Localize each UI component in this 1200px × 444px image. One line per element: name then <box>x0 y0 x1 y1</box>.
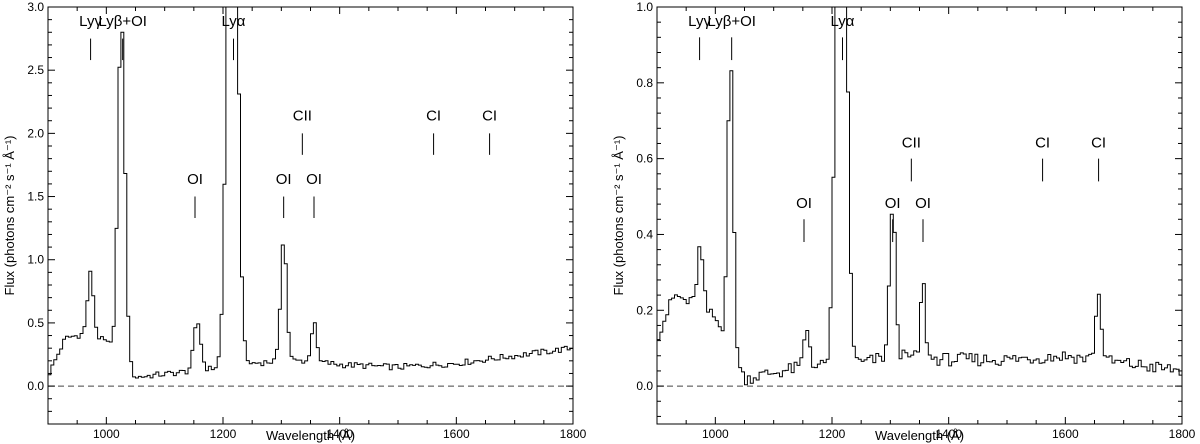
line-label: OI <box>796 195 812 212</box>
line-label: Lyα <box>831 13 855 30</box>
y-tick-label: 2.0 <box>27 126 44 140</box>
x-tick-label: 1200 <box>819 427 846 441</box>
line-label: CII <box>293 108 312 125</box>
y-axis-label: Flux (photons cm⁻² s⁻¹ Å⁻¹) <box>2 136 17 296</box>
x-axis-label: Wavelength (Å) <box>875 428 964 443</box>
y-tick-label: 1.0 <box>27 253 44 267</box>
line-label: OI <box>187 171 203 188</box>
line-label: CI <box>482 108 497 125</box>
y-tick-label: 0.0 <box>636 379 653 393</box>
x-tick-label: 1600 <box>443 427 470 441</box>
x-tick-label: 1000 <box>93 427 120 441</box>
y-tick-label: 0.2 <box>636 303 653 317</box>
x-tick-label: 1600 <box>1052 427 1079 441</box>
plot-frame <box>656 6 1183 425</box>
line-label: OI <box>276 171 292 188</box>
y-tick-label: 0.4 <box>636 227 653 241</box>
x-tick-label: 1800 <box>1169 427 1196 441</box>
line-label: Lyβ+OI <box>707 13 756 30</box>
line-label: CI <box>1091 134 1106 151</box>
x-tick-label: 1800 <box>560 427 587 441</box>
x-axis-label: Wavelength (Å) <box>266 428 355 443</box>
line-label: CI <box>1035 134 1050 151</box>
y-tick-label: 2.5 <box>27 63 44 77</box>
y-axis-label: Flux (photons cm⁻² s⁻¹ Å⁻¹) <box>611 136 626 296</box>
x-tick-label: 1400 <box>326 427 353 441</box>
y-tick-label: 1.0 <box>636 0 653 14</box>
spectrum-line <box>48 7 573 379</box>
line-label: Lyγ <box>79 13 102 30</box>
line-label: Lyα <box>222 13 246 30</box>
x-tick-label: 1200 <box>210 427 237 441</box>
y-tick-label: 0.8 <box>636 76 653 90</box>
chart-panel-2: 1000 1200 1400 1600 1800 0.0 0.2 0.4 0.6 0.8 1.0 Wa… <box>611 0 1196 443</box>
line-label: CII <box>902 134 921 151</box>
chart-panel-1: 1000 1200 1400 1600 1800 0.0 0.5 1.0 1.5 2.0 2.5 3.… <box>2 0 587 443</box>
y-tick-label: 0.6 <box>636 152 653 166</box>
y-tick-label: 3.0 <box>27 0 44 14</box>
x-tick-label: 1400 <box>935 427 962 441</box>
line-label: Lyγ <box>688 13 711 30</box>
x-tick-label: 1000 <box>702 427 729 441</box>
line-label: CI <box>426 108 441 125</box>
y-tick-label: 0.5 <box>27 316 44 330</box>
line-label: OI <box>915 195 931 212</box>
line-label: OI <box>885 195 901 212</box>
spectrum-line <box>657 7 1182 386</box>
line-label: OI <box>306 171 322 188</box>
line-label: Lyβ+OI <box>98 13 147 30</box>
y-tick-label: 1.5 <box>27 190 44 204</box>
y-tick-label: 0.0 <box>27 379 44 393</box>
